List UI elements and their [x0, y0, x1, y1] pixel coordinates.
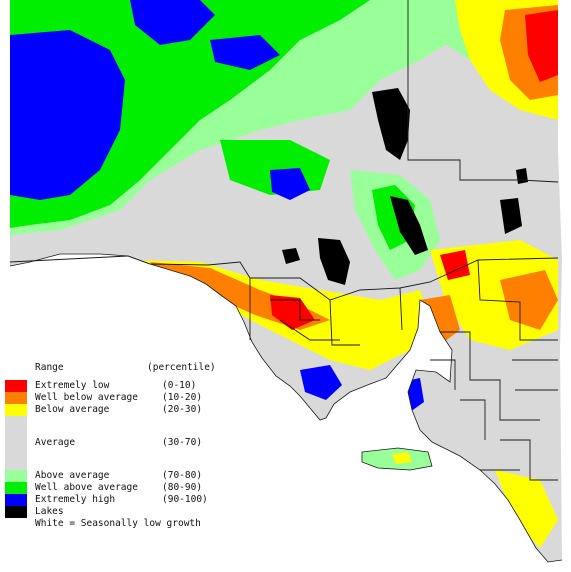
legend-item-average: Average (30-70) — [5, 416, 255, 470]
legend-item-above: Above average (70-80) — [5, 470, 255, 482]
swatch-well-above — [5, 482, 27, 494]
region-extremely-high-5 — [300, 365, 342, 400]
swatch-extremely-low — [5, 380, 27, 392]
map-legend: Range (percentile) Extremely low (0-10) … — [5, 361, 255, 530]
legend-range: (70-80) — [162, 470, 203, 481]
legend-unit: (percentile) — [147, 362, 216, 373]
legend-range: (20-30) — [162, 404, 203, 415]
swatch-above — [5, 470, 27, 482]
swatch-lakes — [5, 506, 27, 518]
legend-label: Well below average — [35, 392, 138, 403]
legend-item-lakes: Lakes — [5, 506, 255, 518]
legend-item-extremely-high: Extremely high (90-100) — [5, 494, 255, 506]
legend-range: (80-90) — [162, 482, 203, 493]
legend-header: Range (percentile) — [35, 361, 255, 375]
legend-item-well-above: Well above average (80-90) — [5, 482, 255, 494]
legend-label: Average — [35, 437, 76, 448]
legend-label: Above average — [35, 470, 110, 481]
lake-eyre — [372, 88, 410, 160]
swatch-well-below — [5, 392, 27, 404]
coastline — [9, 253, 563, 563]
region-extremely-low-east — [440, 250, 470, 280]
lake-small-2 — [516, 168, 528, 184]
legend-label: Below average — [35, 404, 110, 415]
lake-frome — [500, 198, 522, 234]
lake-gairdner — [318, 238, 350, 285]
legend-range: (0-10) — [162, 380, 197, 391]
region-extremely-high-2 — [130, 0, 215, 45]
swatch-below — [5, 404, 27, 416]
kangaroo-island-yellow — [392, 452, 412, 464]
swatch-average — [5, 416, 27, 470]
legend-range: (30-70) — [162, 437, 203, 448]
region-extremely-high-3 — [210, 35, 280, 70]
legend-label: Extremely low — [35, 380, 110, 391]
region-extremely-high — [10, 30, 125, 200]
lake-small-1 — [282, 248, 300, 264]
legend-item-below: Below average (20-30) — [5, 404, 255, 416]
swatch-extremely-high — [5, 494, 27, 506]
legend-label: Extremely high — [35, 494, 116, 505]
legend-label: Well above average — [35, 482, 138, 493]
legend-item-well-below: Well below average (10-20) — [5, 392, 255, 404]
legend-item-extremely-low: Extremely low (0-10) — [5, 380, 255, 392]
region-extremely-low-ne — [525, 10, 558, 82]
legend-range: (10-20) — [162, 392, 203, 403]
legend-label: Lakes — [35, 506, 64, 517]
region-below-average-se — [495, 470, 558, 548]
lake-torrens — [390, 196, 428, 255]
region-well-below-east — [500, 270, 558, 330]
legend-title: Range — [35, 362, 64, 373]
region-extremely-high-4 — [270, 168, 310, 200]
legend-note: White = Seasonally low growth — [35, 518, 201, 529]
legend-range: (90-100) — [162, 494, 208, 505]
